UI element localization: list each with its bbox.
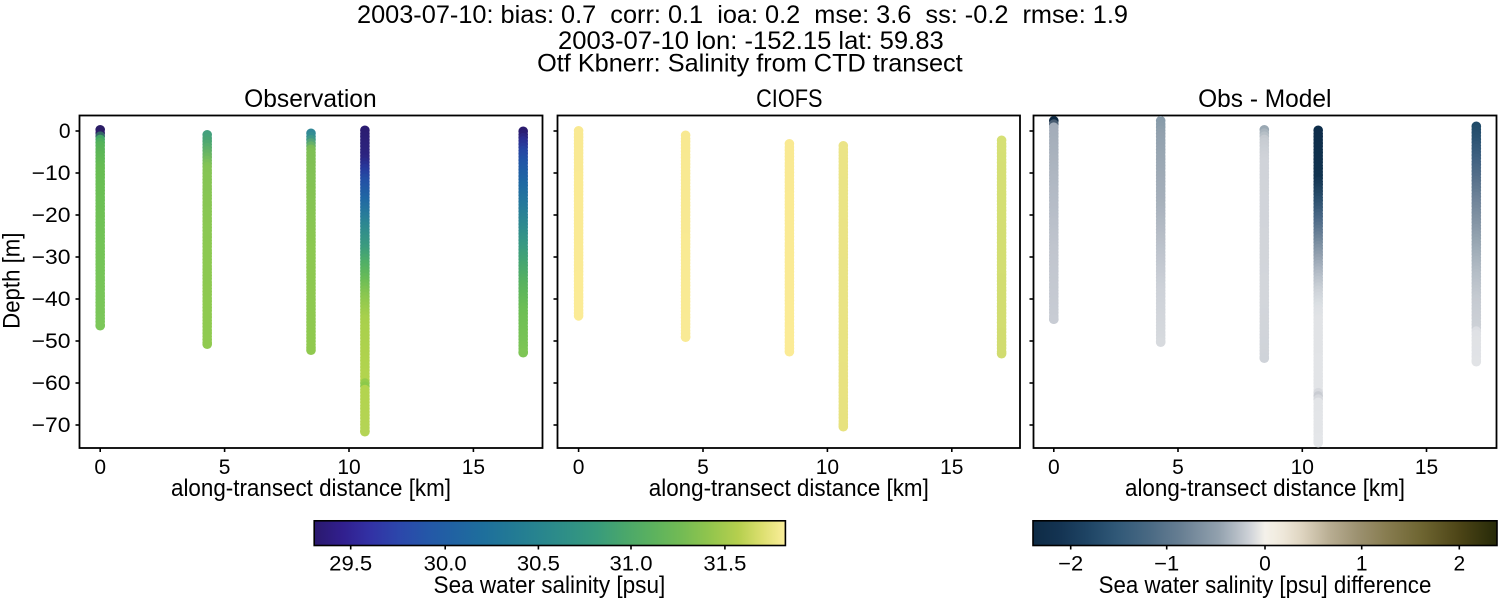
svg-text:−20: −20 <box>32 204 71 227</box>
svg-text:5: 5 <box>1172 456 1184 479</box>
svg-text:10: 10 <box>337 456 360 479</box>
svg-text:0: 0 <box>59 120 71 143</box>
svg-text:Sea water salinity [psu]: Sea water salinity [psu] <box>434 572 666 599</box>
svg-text:−2: −2 <box>1058 553 1083 576</box>
svg-text:−50: −50 <box>32 330 71 353</box>
svg-text:Sea water salinity [psu] diffe: Sea water salinity [psu] difference <box>1099 572 1432 599</box>
svg-text:−10: −10 <box>32 162 71 185</box>
svg-text:2: 2 <box>1453 553 1465 576</box>
svg-text:along-transect distance [km]: along-transect distance [km] <box>1125 475 1405 502</box>
svg-text:10: 10 <box>816 456 839 479</box>
svg-text:Obs - Model: Obs - Model <box>1198 86 1331 113</box>
svg-text:−30: −30 <box>32 246 71 269</box>
svg-text:Otf Kbnerr: Salinity from CTD: Otf Kbnerr: Salinity from CTD transect <box>537 51 963 78</box>
svg-text:−1: −1 <box>1154 553 1179 576</box>
svg-text:29.5: 29.5 <box>329 553 372 576</box>
svg-text:2003-07-10 lon: -152.15 lat: 5: 2003-07-10 lon: -152.15 lat: 59.83 <box>558 28 944 55</box>
svg-text:15: 15 <box>1415 456 1438 479</box>
svg-text:Observation: Observation <box>244 86 377 113</box>
svg-text:CIOFS: CIOFS <box>756 86 822 113</box>
svg-text:0: 0 <box>1048 456 1060 479</box>
svg-text:5: 5 <box>219 456 231 479</box>
svg-text:−70: −70 <box>32 414 71 437</box>
svg-text:0: 0 <box>1259 553 1271 576</box>
svg-text:0: 0 <box>573 456 585 479</box>
svg-text:30.5: 30.5 <box>517 553 560 576</box>
svg-text:15: 15 <box>940 456 963 479</box>
svg-text:30.0: 30.0 <box>424 553 467 576</box>
svg-text:15: 15 <box>462 456 485 479</box>
svg-text:31.0: 31.0 <box>610 553 653 576</box>
svg-text:2003-07-10: bias: 0.7 corr: 0: 2003-07-10: bias: 0.7 corr: 0.1 ioa: 0.2… <box>357 2 1128 29</box>
svg-text:−60: −60 <box>32 372 71 395</box>
svg-text:1: 1 <box>1356 553 1368 576</box>
svg-text:10: 10 <box>1291 456 1314 479</box>
svg-text:31.5: 31.5 <box>703 553 746 576</box>
svg-text:5: 5 <box>697 456 709 479</box>
svg-text:along-transect distance [km]: along-transect distance [km] <box>171 475 451 502</box>
svg-text:0: 0 <box>94 456 106 479</box>
svg-text:along-transect distance [km]: along-transect distance [km] <box>649 475 929 502</box>
svg-text:Depth [m]: Depth [m] <box>0 233 26 329</box>
svg-text:−40: −40 <box>32 288 71 311</box>
